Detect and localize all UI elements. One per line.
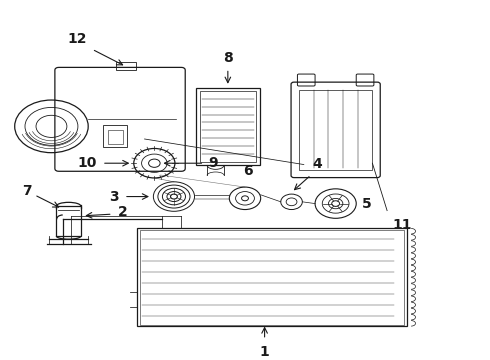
Text: 4: 4 <box>312 157 322 171</box>
Text: 1: 1 <box>260 345 270 359</box>
Text: 2: 2 <box>118 205 127 219</box>
Text: 10: 10 <box>77 156 97 170</box>
Text: 7: 7 <box>22 184 32 198</box>
Bar <box>196 88 260 165</box>
Bar <box>299 90 372 170</box>
Text: 12: 12 <box>68 32 87 46</box>
Bar <box>117 63 136 70</box>
Bar <box>108 130 122 144</box>
Text: 9: 9 <box>208 156 218 170</box>
Bar <box>56 206 81 236</box>
Bar <box>103 125 127 147</box>
Text: 5: 5 <box>362 197 372 211</box>
Bar <box>200 91 256 162</box>
Text: 11: 11 <box>392 217 412 231</box>
Text: 8: 8 <box>223 51 233 65</box>
Bar <box>140 230 404 325</box>
Bar <box>137 228 407 327</box>
Text: 3: 3 <box>109 190 119 203</box>
Text: 6: 6 <box>243 164 252 178</box>
